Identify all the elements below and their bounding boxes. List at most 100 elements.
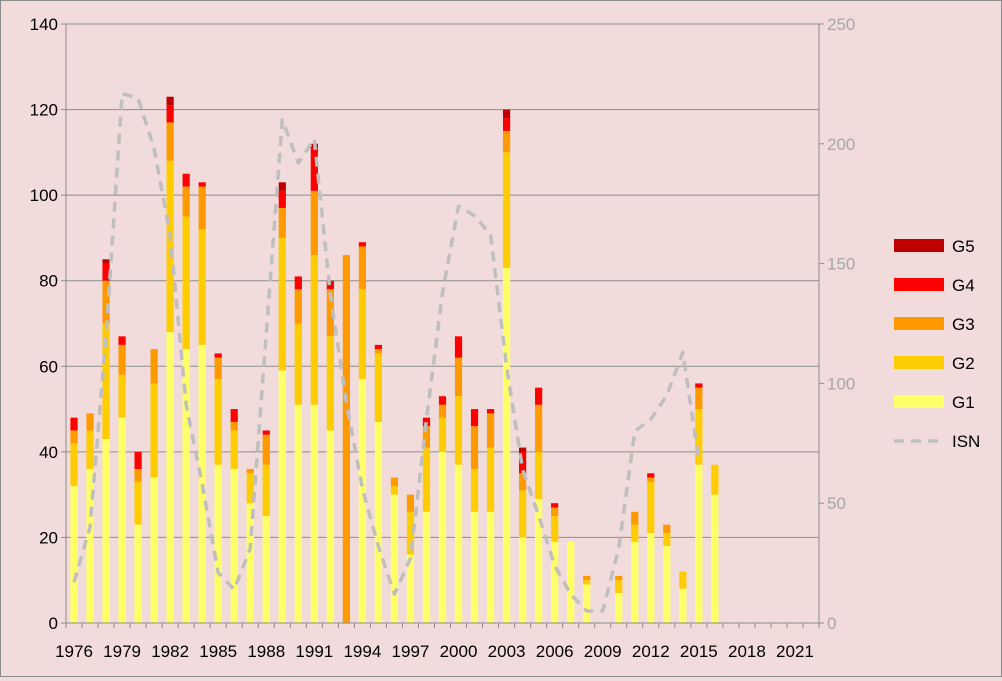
bar-segment-g1 [470,511,479,623]
x-tick-label: 1991 [295,642,333,661]
y2-tick-label: 0 [827,614,836,633]
bar-segment-g2 [278,237,286,371]
x-tick-label: 1985 [199,642,237,661]
bar-segment-g3 [358,246,366,290]
bar-segment-g1 [663,545,671,623]
bar-segment-g4 [438,396,447,405]
bar-segment-g1 [631,541,639,623]
bar-segment-g2 [519,490,527,538]
bar-segment-g1 [326,430,334,623]
bar-segment-g4 [294,276,302,290]
legend-swatch-g2 [894,356,944,369]
bar-segment-g2 [102,323,110,440]
bar-segment-g2 [454,396,463,465]
bar-segment-g1 [615,593,623,623]
bar-segment-g2 [551,516,559,542]
bar-segment-g4 [262,430,270,435]
x-tick-label: 2003 [488,642,526,661]
isn-line [72,91,701,613]
legend-swatch-g3 [894,317,944,330]
bar-segment-g3 [519,473,527,491]
axes: 0 20 40 60 80 100 120 140 0 50 100 150 200 250 1976 197… [30,15,856,661]
bar-segment-g2 [326,336,334,431]
bar-segment-g1 [679,588,687,623]
bar-segment-g4 [70,417,78,431]
bar-segment-g1 [70,486,78,623]
bar-segment-g4 [454,336,463,358]
bar-segment-g4 [310,148,318,191]
bar-segment-g1 [535,498,543,623]
bar-segment-g2 [583,580,591,585]
bar-segment-g3 [150,349,158,384]
bar-segment-g2 [294,323,302,405]
bar-segment-g3 [262,434,270,465]
bar-segment-g3 [70,430,78,444]
bar-segment-g2 [406,511,415,555]
bar-segment-g1 [134,524,142,623]
bar-segment-g3 [102,280,110,324]
bar-segment-g4 [422,417,431,427]
bar-segment-g3 [246,468,254,474]
bar-segment-g2 [535,451,543,499]
legend-label-g1: G1 [952,393,975,412]
bar-segment-g2 [615,580,623,594]
bar-segment-g4 [551,503,559,508]
y-tick-label: 120 [30,101,58,120]
bar-segment-g1 [711,494,719,623]
bar-segment-g5 [166,96,174,106]
bar-segment-g4 [647,473,655,478]
y-tick-label: 0 [49,614,58,633]
bar-segment-g1 [278,370,286,623]
legend-label-g3: G3 [952,315,975,334]
y2-tick-label: 250 [827,15,855,34]
legend-swatch-g4 [894,278,944,291]
isn-line-layer [72,91,701,613]
x-tick-label: 1988 [247,642,285,661]
bar-segment-g1 [502,267,511,623]
bar-segment-g5 [278,182,286,191]
legend: G5 G4 G3 G2 G1 ISN [894,237,980,451]
x-tick-label: 2021 [776,642,814,661]
bar-segment-g2 [679,571,687,589]
bar-segment-g1 [118,417,126,623]
bar-segment-g2 [647,481,655,534]
gridlines [66,23,819,538]
legend-label-g2: G2 [952,354,975,373]
bar-segment-g3 [310,190,318,256]
bar-segment-g5 [102,259,110,264]
bar-segment-g1 [695,464,703,623]
bar-segment-g2 [390,486,399,495]
bar-segment-g3 [615,575,623,581]
y2-tick-label: 200 [827,135,855,154]
bar-segment-g4 [166,105,174,123]
bar-segment-g2 [214,379,222,465]
bar-segment-g1 [551,541,559,623]
x-tick-label: 2012 [632,642,670,661]
bar-segment-g3 [647,477,655,482]
bar-segment-g3 [406,494,415,512]
bar-segment-g1 [519,537,527,623]
bar-segment-g1 [198,344,206,623]
bar-segment-g3 [502,130,511,153]
bar-segment-g4 [535,387,543,405]
y2-tick-label: 150 [827,255,855,274]
bar-segment-g3 [342,255,350,624]
bar-segment-g3 [134,468,142,482]
bar-segment-g3 [278,207,286,238]
bar-segment-g5 [502,109,511,119]
bar-segment-g2 [631,524,639,542]
bar-segment-g4 [695,383,703,388]
bar-segment-g1 [230,468,238,623]
legend-swatch-g1 [894,395,944,408]
bar-segment-g1 [374,421,383,623]
bar-segment-g4 [230,409,238,422]
bar-segment-g2 [438,417,447,452]
y-tick-label: 20 [39,528,58,547]
bar-segment-g2 [246,473,254,504]
bar-segment-g1 [102,439,110,623]
bar-segment-g2 [86,430,94,469]
bar-segment-g1 [166,332,174,623]
bar-segment-g4 [502,118,511,131]
